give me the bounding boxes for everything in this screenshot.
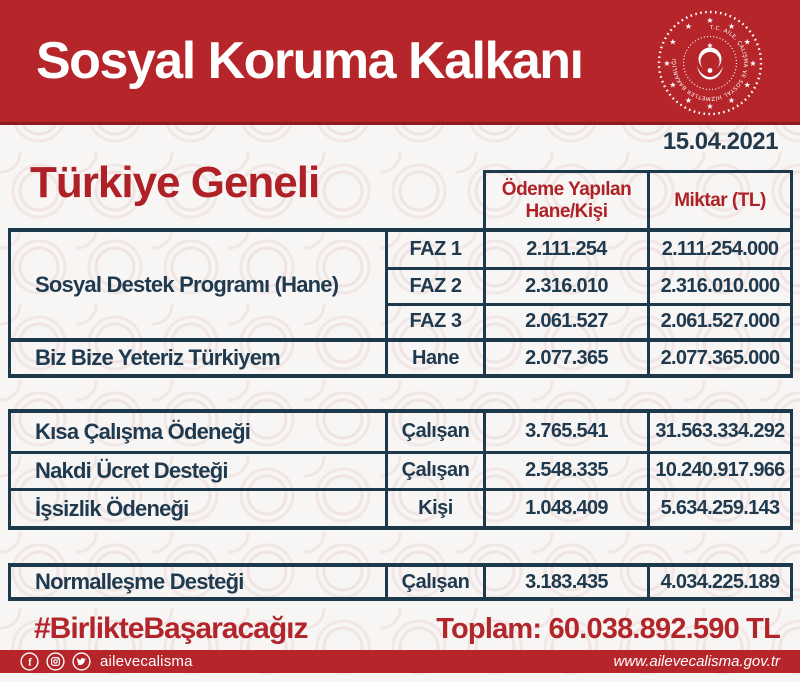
- amount-cell: 2.111.254.000: [647, 232, 790, 268]
- count-cell: 2.111.254: [483, 232, 647, 268]
- svg-text:★: ★: [706, 102, 713, 111]
- count-cell: 2.077.365: [483, 342, 647, 374]
- column-header-amount: Miktar (TL): [647, 173, 790, 228]
- svg-text:f: f: [28, 657, 32, 669]
- ministry-logo-icon: ★★★ ★★★ ★★★ ★★★ T.C. AİLE, ÇALIŞMA VE SO…: [657, 10, 763, 116]
- category-cell: FAZ 3: [385, 302, 483, 338]
- amount-cell: 10.240.917.966: [647, 450, 790, 489]
- svg-text:★: ★: [744, 81, 751, 90]
- table-sosyal-destek: Sosyal Destek Programı (Hane) FAZ 1 2.11…: [8, 228, 793, 342]
- column-header-paid: Ödeme Yapılan Hane/Kişi: [501, 178, 632, 222]
- svg-text:★: ★: [663, 59, 670, 68]
- program-label: Kısa Çalışma Ödeneği: [35, 418, 251, 444]
- instagram-icon[interactable]: [46, 652, 65, 671]
- program-label: İşsizlik Ödeneği: [11, 488, 385, 526]
- count-cell: 1.048.409: [483, 488, 647, 526]
- amount-cell: 2.061.527.000: [647, 302, 790, 338]
- amount-cell: 4.034.225.189: [647, 567, 790, 597]
- table-normallesme: Normalleşme Desteği Çalışan 3.183.435 4.…: [8, 563, 793, 601]
- website-link[interactable]: www.ailevecalisma.gov.tr: [613, 653, 780, 670]
- svg-text:★: ★: [706, 16, 713, 25]
- program-label: Normalleşme Desteği: [35, 569, 244, 594]
- facebook-icon[interactable]: f: [20, 652, 39, 671]
- table-destekler: Kısa Çalışma Ödeneği Çalışan 3.765.541 3…: [8, 409, 793, 530]
- category-cell: FAZ 1: [385, 232, 483, 268]
- amount-cell: 5.634.259.143: [647, 488, 790, 526]
- page-title: Sosyal Koruma Kalkanı: [36, 32, 584, 90]
- svg-text:★: ★: [707, 41, 714, 50]
- social-icons: f: [20, 652, 91, 671]
- header-banner: Sosyal Koruma Kalkanı ★ ★ ★ ★ ★ ★ ★ ★ ★ ★ ★ ★ T.…: [0, 0, 800, 125]
- svg-text:★: ★: [728, 22, 735, 31]
- count-cell: 2.316.010: [483, 267, 647, 303]
- program-label: Nakdi Ücret Desteği: [11, 450, 385, 489]
- count-cell: 2.061.527: [483, 302, 647, 338]
- svg-text:★: ★: [749, 59, 756, 68]
- amount-cell: 2.077.365.000: [647, 342, 790, 374]
- amount-cell: 2.316.010.000: [647, 267, 790, 303]
- program-label: Sosyal Destek Programı (Hane): [35, 271, 339, 297]
- count-cell: 2.548.335: [483, 450, 647, 489]
- svg-text:★: ★: [669, 38, 676, 47]
- hashtag-slogan: #BirlikteBaşaracağız: [34, 612, 308, 645]
- svg-text:★: ★: [669, 81, 676, 90]
- category-cell: Kişi: [385, 488, 483, 526]
- svg-text:★: ★: [744, 38, 751, 47]
- total-amount: Toplam: 60.038.892.590 TL: [436, 613, 781, 645]
- program-label: Biz Bize Yeteriz Türkiyem: [35, 345, 281, 370]
- svg-text:★: ★: [728, 96, 735, 105]
- section-title: Türkiye Geneli: [30, 158, 320, 207]
- date-label: 15.04.2021: [662, 128, 779, 155]
- count-cell: 3.765.541: [483, 413, 647, 451]
- category-cell: FAZ 2: [385, 267, 483, 303]
- category-cell: Hane: [385, 342, 483, 374]
- column-headers: Ödeme Yapılan Hane/Kişi Miktar (TL): [483, 170, 793, 228]
- svg-text:★: ★: [685, 22, 692, 31]
- social-handle: ailevecalisma: [100, 653, 193, 670]
- table-biz-bize: Biz Bize Yeteriz Türkiyem Hane 2.077.365…: [8, 342, 793, 378]
- amount-cell: 31.563.334.292: [647, 413, 790, 451]
- twitter-icon[interactable]: [72, 652, 91, 671]
- category-cell: Çalışan: [385, 450, 483, 489]
- category-cell: Çalışan: [385, 567, 483, 597]
- svg-text:★: ★: [685, 96, 692, 105]
- category-cell: Çalışan: [385, 413, 483, 451]
- count-cell: 3.183.435: [483, 567, 647, 597]
- bottom-bar: f ailevecalisma www.ailevecalisma.gov.tr: [0, 650, 800, 673]
